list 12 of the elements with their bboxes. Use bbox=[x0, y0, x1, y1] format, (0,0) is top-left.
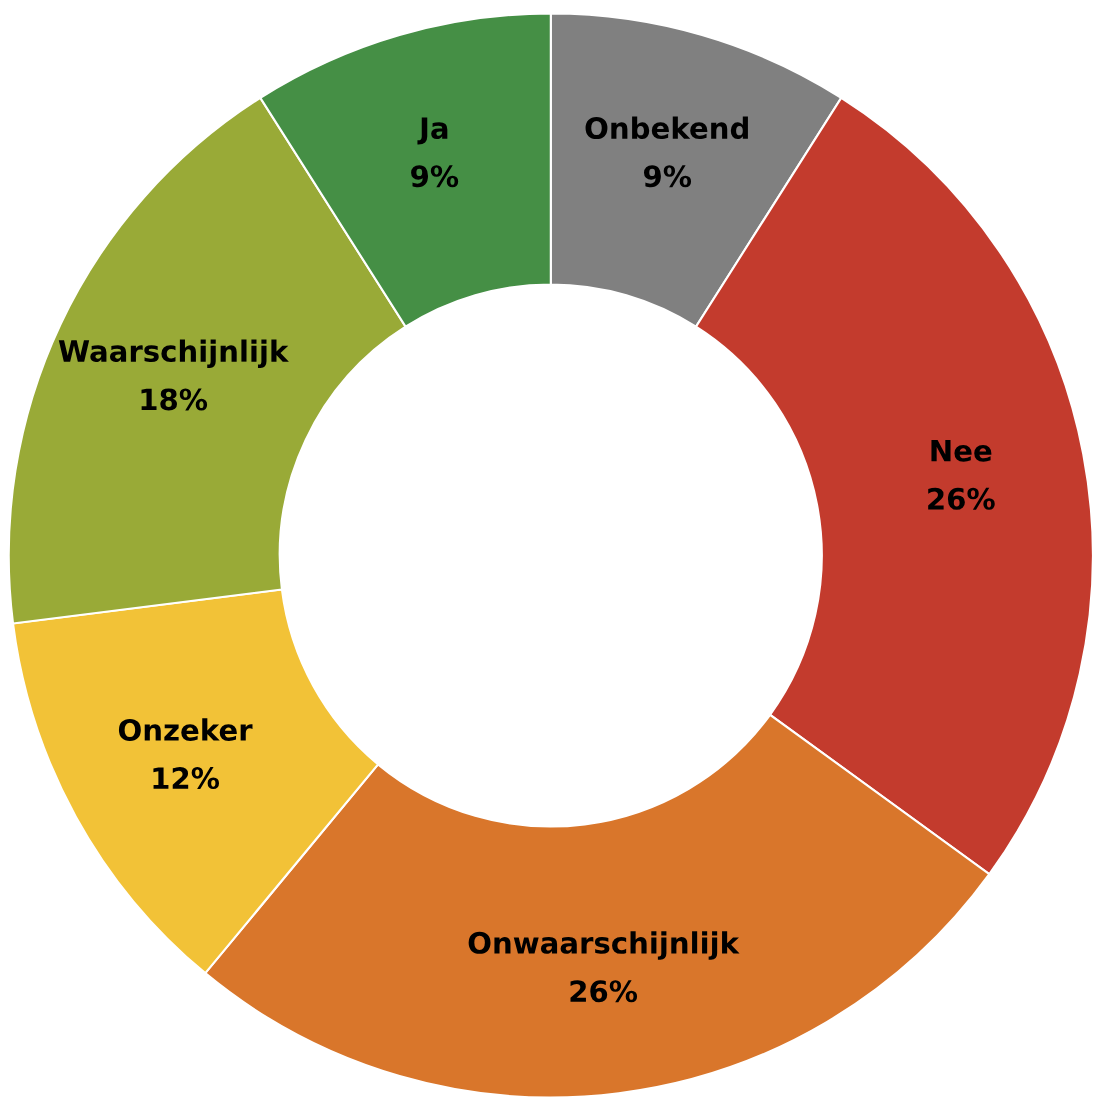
data-label: 9% bbox=[411, 165, 459, 188]
data-label: 12% bbox=[153, 767, 220, 790]
slice-label: Onwaarschijnlijk bbox=[468, 931, 740, 960]
data-label: 26% bbox=[928, 487, 995, 510]
data-label: 9% bbox=[643, 165, 692, 188]
slice-label: Onbekend bbox=[585, 116, 748, 140]
slice-label: Ja bbox=[417, 117, 448, 145]
data-label: 18% bbox=[141, 388, 208, 411]
slice-label: Nee bbox=[931, 439, 992, 462]
slice-label: Waarschijnlijk bbox=[58, 339, 289, 368]
slice-label: Onzeker bbox=[118, 718, 253, 741]
data-label: 26% bbox=[570, 980, 638, 1003]
